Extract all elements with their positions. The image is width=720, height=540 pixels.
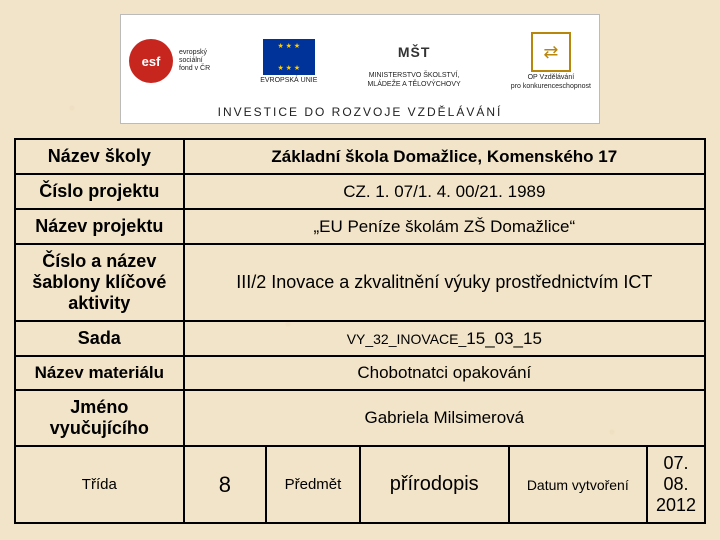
- label-template: Číslo a název šablony klíčové aktivity: [15, 244, 184, 321]
- msmt-text: MŠT: [398, 44, 431, 60]
- msmt-caption2: MLÁDEŽE A TĚLOVÝCHOVY: [367, 81, 460, 88]
- label-class: Třída: [15, 446, 184, 523]
- value-material: Chobotnatci opakování: [184, 356, 705, 390]
- value-date: 07. 08. 2012: [647, 446, 705, 523]
- esf-line3: fond v ČR: [179, 65, 210, 73]
- row-set: Sada VY_32_INOVACE_15_03_15: [15, 321, 705, 356]
- msmt-logo: MŠT MINISTERSTVO ŠKOLSTVÍ, MLÁDEŽE A TĚL…: [367, 34, 460, 88]
- banner-logos-row: esf evropský sociální fond v ČR EVROPSKÁ…: [129, 21, 591, 101]
- value-set: VY_32_INOVACE_15_03_15: [184, 321, 705, 356]
- label-school: Název školy: [15, 139, 184, 174]
- value-school: Základní škola Domažlice, Komenského 17: [184, 139, 705, 174]
- msmt-icon: MŠT: [388, 34, 440, 70]
- eu-funding-banner: esf evropský sociální fond v ČR EVROPSKÁ…: [120, 14, 600, 124]
- op-caption1: OP Vzdělávání: [528, 74, 575, 81]
- info-table: Název školy Základní škola Domažlice, Ko…: [14, 138, 706, 524]
- label-subject: Předmět: [266, 446, 360, 523]
- row-template: Číslo a název šablony klíčové aktivity I…: [15, 244, 705, 321]
- row-project-number: Číslo projektu CZ. 1. 07/1. 4. 00/21. 19…: [15, 174, 705, 209]
- label-set: Sada: [15, 321, 184, 356]
- row-meta: Třída 8 Předmět přírodopis Datum vytvoře…: [15, 446, 705, 523]
- value-subject: přírodopis: [360, 446, 509, 523]
- esf-circle-icon: esf: [129, 39, 173, 83]
- value-template: III/2 Inovace a zkvalitnění výuky prostř…: [184, 244, 705, 321]
- label-project-number: Číslo projektu: [15, 174, 184, 209]
- row-material-name: Název materiálu Chobotnatci opakování: [15, 356, 705, 390]
- row-teacher: Jméno vyučujícího Gabriela Milsimerová: [15, 390, 705, 446]
- eu-logo: EVROPSKÁ UNIE: [260, 39, 317, 84]
- op-caption2: pro konkurenceschopnost: [511, 83, 591, 90]
- value-project-name: „EU Peníze školám ZŠ Domažlice“: [184, 209, 705, 244]
- esf-line2: sociální: [179, 57, 210, 65]
- arrows-icon: ⇄: [543, 42, 558, 63]
- eu-caption: EVROPSKÁ UNIE: [260, 77, 317, 84]
- eu-flag-icon: [263, 39, 315, 75]
- set-prefix: VY_32_INOVACE_: [347, 331, 467, 347]
- page: esf evropský sociální fond v ČR EVROPSKÁ…: [0, 0, 720, 540]
- esf-caption: evropský sociální fond v ČR: [179, 49, 210, 72]
- value-teacher: Gabriela Milsimerová: [184, 390, 705, 446]
- op-logo: ⇄ OP Vzdělávání pro konkurenceschopnost: [511, 32, 591, 90]
- esf-logo: esf evropský sociální fond v ČR: [129, 39, 210, 83]
- row-school-name: Název školy Základní škola Domažlice, Ko…: [15, 139, 705, 174]
- label-material: Název materiálu: [15, 356, 184, 390]
- label-date: Datum vytvoření: [509, 446, 647, 523]
- msmt-caption1: MINISTERSTVO ŠKOLSTVÍ,: [369, 72, 460, 79]
- esf-line1: evropský: [179, 49, 210, 57]
- op-box-icon: ⇄: [531, 32, 571, 72]
- set-suffix: 15_03_15: [466, 329, 542, 348]
- label-teacher: Jméno vyučujícího: [15, 390, 184, 446]
- row-project-name: Název projektu „EU Peníze školám ZŠ Doma…: [15, 209, 705, 244]
- value-project-number: CZ. 1. 07/1. 4. 00/21. 1989: [184, 174, 705, 209]
- value-class: 8: [184, 446, 267, 523]
- label-project-name: Název projektu: [15, 209, 184, 244]
- banner-motto: INVESTICE DO ROZVOJE VZDĚLÁVÁNÍ: [218, 101, 503, 119]
